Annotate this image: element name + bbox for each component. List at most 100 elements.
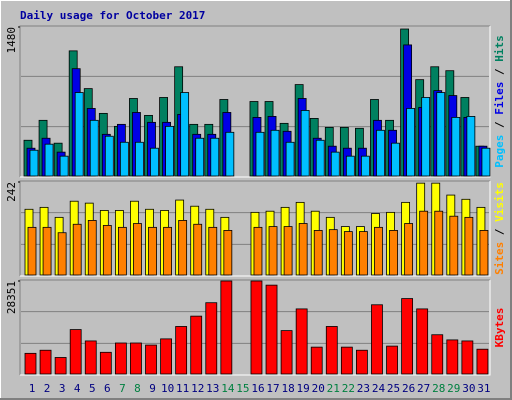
- legend-entry: Visits: [493, 182, 506, 222]
- panel-edge-dark: [19, 25, 490, 177]
- bar: [389, 230, 398, 276]
- bar: [479, 230, 489, 276]
- x-tick-label: 11: [176, 382, 189, 395]
- bar: [449, 215, 459, 276]
- legend-entry: KBytes: [493, 308, 506, 348]
- bar: [54, 357, 67, 375]
- bar: [481, 147, 491, 177]
- bar: [133, 223, 142, 276]
- bar: [253, 226, 263, 276]
- bar: [386, 345, 398, 375]
- legend-entry: Pages: [493, 135, 506, 168]
- x-tick-label: 31: [477, 382, 490, 395]
- bar: [401, 298, 414, 375]
- x-tick-label: 1: [29, 382, 36, 395]
- x-tick-label: 8: [134, 382, 141, 395]
- bar: [150, 147, 159, 177]
- bar: [356, 349, 368, 375]
- x-tick-label: 29: [447, 382, 460, 395]
- bar: [280, 330, 293, 375]
- x-tick-label: 12: [191, 382, 204, 395]
- legend-separator: /: [493, 62, 506, 82]
- bar: [74, 92, 84, 177]
- x-tick-label: 21: [327, 382, 340, 395]
- legend: KBytes: [493, 308, 506, 348]
- bar: [27, 226, 37, 276]
- bar: [44, 143, 54, 177]
- bar: [102, 225, 112, 276]
- x-tick-label: 5: [89, 382, 96, 395]
- x-tick-label: 6: [104, 382, 111, 395]
- y-tick-label: 242: [5, 182, 18, 202]
- bar: [89, 119, 99, 177]
- x-tick-label: 22: [342, 382, 355, 395]
- bar: [476, 348, 489, 375]
- bar: [371, 304, 383, 375]
- x-tick-label: 20: [312, 382, 325, 395]
- bar: [220, 280, 233, 375]
- x-tick-label: 14: [221, 382, 235, 395]
- x-tick-label: 17: [266, 382, 279, 395]
- bar: [340, 346, 353, 375]
- bar: [313, 230, 323, 276]
- bar: [24, 352, 37, 375]
- bar: [376, 129, 385, 177]
- x-tick-label: 18: [281, 382, 294, 395]
- bar: [325, 326, 338, 375]
- bar: [298, 223, 308, 276]
- bar: [431, 334, 444, 375]
- legend-separator: /: [493, 115, 506, 135]
- x-tick-label: 4: [74, 382, 81, 395]
- bar: [300, 110, 310, 177]
- bar: [135, 141, 144, 177]
- x-tick-label: 3: [59, 382, 66, 395]
- x-tick-label: 25: [387, 382, 400, 395]
- panel-edge-light: [20, 280, 491, 376]
- bar: [57, 232, 67, 276]
- bar: [359, 231, 368, 276]
- x-tick-label: 30: [462, 382, 475, 395]
- x-tick-label: 26: [402, 382, 415, 395]
- bar: [461, 340, 474, 375]
- bar: [59, 155, 69, 177]
- panel-edge-dark: [19, 180, 490, 276]
- bar: [295, 308, 308, 375]
- x-tick-label: 24: [372, 382, 386, 395]
- legend: Pages / Files / Hits: [493, 35, 506, 168]
- bar: [190, 315, 203, 375]
- y-tick-label: 1480: [5, 27, 18, 54]
- bar: [42, 226, 52, 276]
- chart-title: Daily usage for October 2017: [20, 9, 205, 22]
- panel-edge-light: [20, 181, 491, 277]
- bar: [255, 131, 265, 177]
- bar: [87, 220, 97, 276]
- x-tick-label: 28: [432, 382, 445, 395]
- bar: [145, 344, 157, 375]
- bar: [436, 92, 446, 177]
- bar: [416, 308, 429, 375]
- bar: [29, 149, 39, 177]
- bar: [117, 226, 127, 276]
- bar: [404, 223, 414, 276]
- bar: [343, 231, 353, 276]
- bar: [69, 329, 82, 375]
- x-tick-label: 15: [236, 382, 249, 395]
- bar: [268, 226, 278, 276]
- bar: [434, 210, 444, 276]
- bar: [72, 223, 82, 276]
- x-tick-label: 7: [119, 382, 126, 395]
- bar: [205, 302, 218, 375]
- bar: [265, 284, 278, 375]
- bar: [421, 97, 431, 177]
- bar: [163, 226, 172, 276]
- bar: [180, 92, 190, 177]
- panel-edge-dark: [19, 279, 490, 375]
- bar: [345, 155, 355, 177]
- bar: [466, 116, 476, 177]
- legend-entry: Files: [493, 82, 506, 115]
- bar: [84, 340, 97, 375]
- bar: [195, 137, 205, 177]
- legend: Sites / Visits: [493, 182, 506, 275]
